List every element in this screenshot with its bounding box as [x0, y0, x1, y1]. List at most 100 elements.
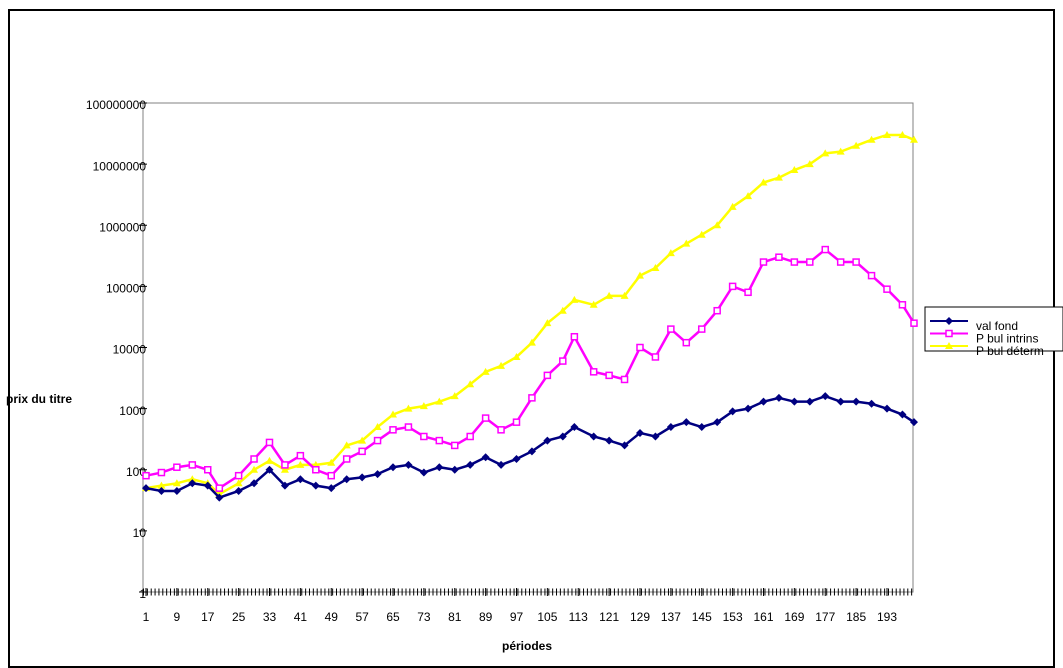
legend-marker — [945, 317, 953, 325]
x-tick-label: 1 — [143, 610, 150, 624]
data-point — [358, 473, 367, 482]
data-point — [666, 249, 675, 257]
data-point — [203, 466, 212, 474]
data-point — [836, 397, 845, 406]
data-point — [883, 285, 891, 293]
data-point — [570, 295, 579, 303]
data-point — [373, 423, 382, 431]
data-point — [728, 282, 737, 291]
data-point — [527, 447, 536, 456]
x-tick-label: 193 — [877, 610, 897, 624]
data-point — [682, 338, 691, 347]
data-point — [605, 371, 613, 380]
x-tick-label: 137 — [661, 610, 681, 624]
data-point — [806, 258, 814, 266]
data-point — [466, 432, 474, 441]
data-point — [713, 418, 722, 427]
data-point — [570, 332, 579, 341]
x-tick-label: 161 — [753, 610, 773, 624]
data-point — [404, 460, 413, 469]
y-tick-label: 1000000 — [99, 220, 146, 234]
x-tick-label: 57 — [355, 610, 369, 624]
y-tick-label: 1 — [139, 587, 146, 601]
x-tick-label: 73 — [417, 610, 431, 624]
x-tick-label: 41 — [294, 610, 308, 624]
data-point — [558, 306, 567, 314]
x-tick-label: 17 — [201, 610, 215, 624]
data-point — [697, 325, 706, 333]
data-point — [910, 319, 918, 327]
data-point — [713, 306, 721, 315]
x-tick-label: 81 — [448, 610, 462, 624]
y-tick-label: 100000000 — [86, 98, 146, 112]
data-point — [342, 441, 351, 449]
data-point — [774, 393, 783, 402]
data-point — [790, 397, 799, 406]
y-tick-label: 10000000 — [93, 159, 147, 173]
data-point — [234, 471, 243, 480]
data-point — [898, 130, 907, 138]
data-point — [636, 343, 644, 352]
data-point — [157, 468, 166, 477]
data-point — [852, 397, 861, 406]
data-point — [497, 460, 506, 469]
data-point — [327, 458, 336, 466]
data-point — [250, 465, 259, 473]
data-point — [312, 466, 320, 474]
data-point — [882, 404, 891, 413]
data-point — [296, 451, 305, 460]
y-tick-label: 1000 — [119, 404, 146, 418]
data-point — [512, 352, 521, 360]
x-tick-label: 153 — [723, 610, 743, 624]
x-tick-label: 177 — [815, 610, 835, 624]
data-point — [651, 353, 660, 361]
data-point — [605, 291, 614, 299]
data-point — [728, 407, 737, 416]
data-point — [234, 479, 243, 487]
data-point — [898, 301, 907, 309]
data-point — [497, 426, 505, 434]
data-point — [836, 147, 845, 155]
series-line — [145, 133, 915, 496]
data-point — [234, 486, 243, 495]
data-point — [697, 423, 706, 432]
data-point — [450, 465, 459, 474]
x-axis-label: périodes — [502, 639, 552, 653]
x-tick-label: 33 — [263, 610, 277, 624]
data-point — [821, 149, 830, 157]
data-point — [852, 141, 861, 149]
y-axis-label: prix du titre — [6, 392, 72, 406]
data-point — [543, 319, 552, 327]
data-point — [142, 484, 150, 493]
data-point — [157, 481, 166, 489]
data-point — [373, 470, 382, 479]
data-point — [728, 202, 737, 210]
data-point — [651, 263, 660, 271]
data-point — [342, 455, 351, 463]
data-point — [910, 135, 918, 143]
x-tick-label: 9 — [174, 610, 181, 624]
data-point — [373, 436, 382, 445]
data-point — [821, 245, 829, 254]
data-point — [188, 461, 197, 469]
data-point — [466, 460, 475, 469]
data-point — [570, 423, 579, 432]
x-tick-label: 121 — [599, 610, 619, 624]
data-point — [775, 253, 783, 261]
data-point — [250, 479, 259, 488]
data-point — [173, 463, 181, 471]
data-point — [481, 453, 490, 462]
data-point — [404, 423, 413, 431]
legend-label: val fond — [976, 319, 1018, 333]
data-point — [172, 486, 181, 495]
data-point — [280, 481, 289, 490]
legend-marker — [945, 342, 953, 349]
data-point — [821, 392, 830, 401]
data-point — [805, 160, 814, 168]
series-line — [145, 394, 915, 500]
data-point — [435, 463, 444, 472]
data-point — [589, 432, 598, 441]
data-point — [527, 338, 536, 346]
